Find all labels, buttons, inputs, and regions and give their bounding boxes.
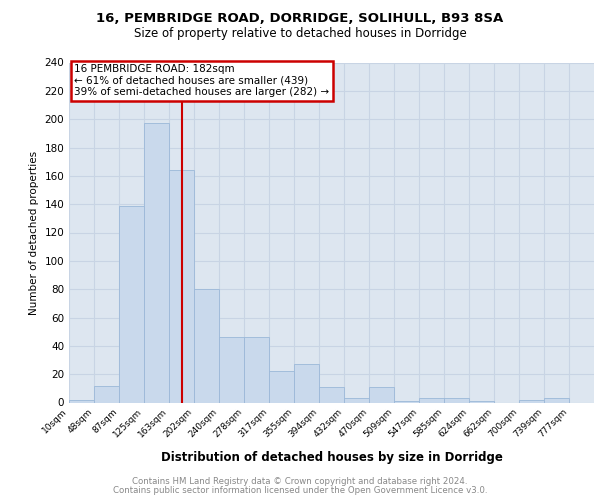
Bar: [519, 400, 544, 402]
Bar: [369, 387, 394, 402]
Bar: [294, 364, 319, 403]
Bar: [394, 401, 419, 402]
Bar: [444, 398, 469, 402]
Bar: [469, 401, 494, 402]
Y-axis label: Number of detached properties: Number of detached properties: [29, 150, 39, 314]
Bar: [169, 170, 194, 402]
Text: Size of property relative to detached houses in Dorridge: Size of property relative to detached ho…: [134, 28, 466, 40]
Bar: [119, 206, 144, 402]
Bar: [544, 398, 569, 402]
Bar: [244, 338, 269, 402]
X-axis label: Distribution of detached houses by size in Dorridge: Distribution of detached houses by size …: [161, 450, 502, 464]
Bar: [269, 372, 294, 402]
Bar: [344, 398, 369, 402]
Bar: [219, 338, 244, 402]
Text: Contains public sector information licensed under the Open Government Licence v3: Contains public sector information licen…: [113, 486, 487, 495]
Bar: [69, 400, 94, 402]
Bar: [194, 289, 219, 403]
Bar: [319, 387, 344, 402]
Bar: [94, 386, 119, 402]
Bar: [419, 398, 444, 402]
Text: Contains HM Land Registry data © Crown copyright and database right 2024.: Contains HM Land Registry data © Crown c…: [132, 477, 468, 486]
Text: 16 PEMBRIDGE ROAD: 182sqm
← 61% of detached houses are smaller (439)
39% of semi: 16 PEMBRIDGE ROAD: 182sqm ← 61% of detac…: [74, 64, 329, 98]
Text: 16, PEMBRIDGE ROAD, DORRIDGE, SOLIHULL, B93 8SA: 16, PEMBRIDGE ROAD, DORRIDGE, SOLIHULL, …: [97, 12, 503, 26]
Bar: [144, 124, 169, 402]
